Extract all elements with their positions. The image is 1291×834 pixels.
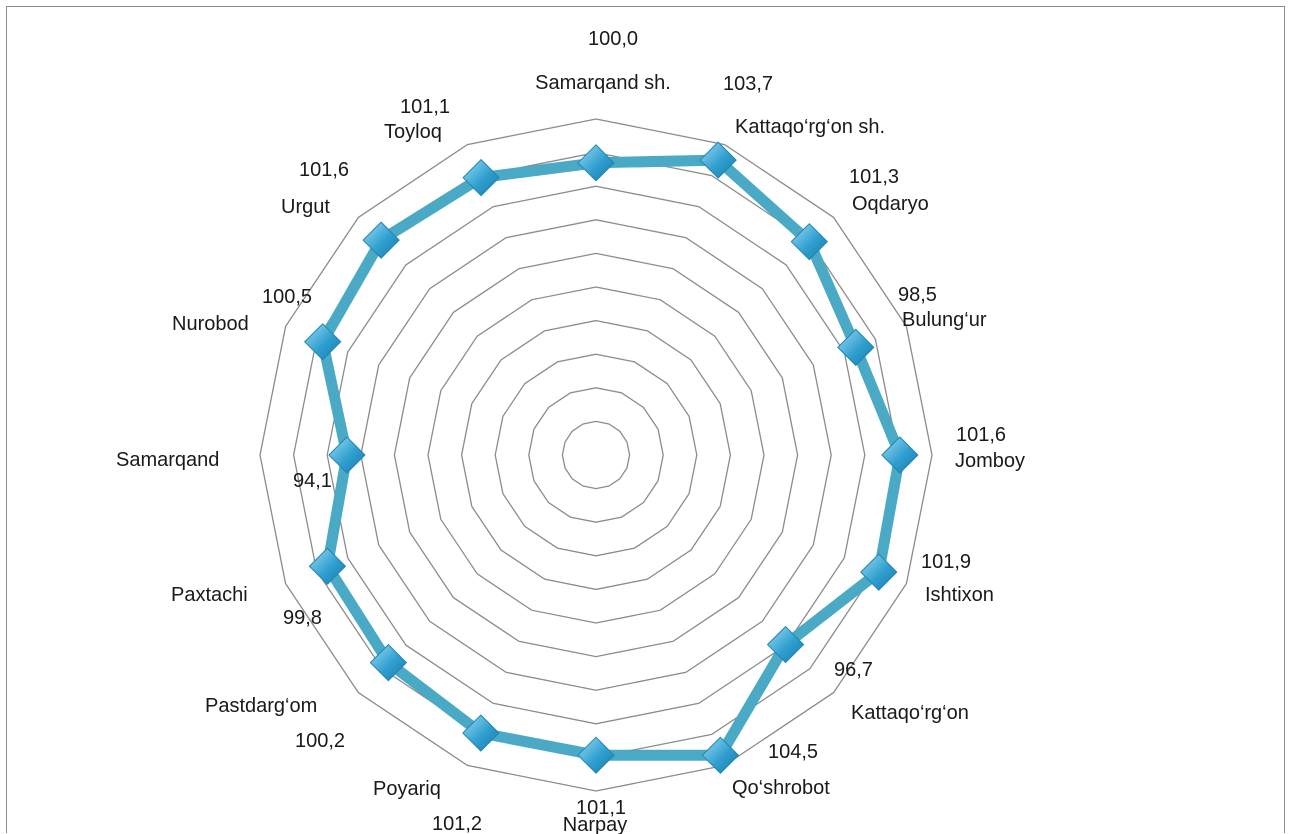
radar-chart: Samarqand sh. 100,0 Kattaqo‘rg‘on sh. 103,7… bbox=[116, 28, 1025, 834]
grid-ring-1 bbox=[561, 420, 631, 490]
data-label-10: 101,2 bbox=[432, 813, 482, 834]
category-label-13: Samarqand bbox=[116, 449, 219, 471]
data-label-2: 103,7 bbox=[723, 73, 773, 95]
data-point-3 bbox=[790, 222, 829, 261]
data-point-15 bbox=[362, 221, 400, 259]
data-label-8: 104,5 bbox=[768, 741, 818, 763]
category-label-1: Samarqand sh. bbox=[535, 72, 671, 94]
chart-frame: Samarqand sh. 100,0 Kattaqo‘rg‘on sh. 103,7… bbox=[6, 6, 1285, 834]
category-label-2: Kattaqo‘rg‘on sh. bbox=[735, 116, 885, 138]
category-label-12: Paxtachi bbox=[171, 584, 248, 606]
data-label-5: 101,6 bbox=[956, 424, 1006, 446]
data-label-16: 101,1 bbox=[400, 96, 450, 118]
data-label-14: 100,5 bbox=[262, 286, 312, 308]
data-point-2 bbox=[699, 141, 737, 179]
data-label-7: 96,7 bbox=[834, 659, 873, 681]
data-point-16 bbox=[462, 158, 500, 197]
category-label-9: Narpay bbox=[563, 814, 627, 834]
data-point-4 bbox=[837, 328, 875, 367]
grid-ring-7 bbox=[360, 219, 832, 691]
category-label-15: Urgut bbox=[281, 196, 330, 218]
data-label-13: 94,1 bbox=[293, 470, 332, 492]
radar-labels: Samarqand sh. 100,0 Kattaqo‘rg‘on sh. 103,7… bbox=[116, 28, 1025, 834]
data-label-11: 100,2 bbox=[295, 730, 345, 752]
category-label-10: Poyariq bbox=[373, 778, 441, 800]
data-point-9 bbox=[577, 736, 615, 774]
data-point-13 bbox=[328, 436, 366, 474]
category-label-6: Ishtixon bbox=[925, 584, 994, 606]
data-label-3: 101,3 bbox=[849, 166, 899, 188]
radar-series bbox=[303, 141, 919, 775]
data-point-5 bbox=[881, 436, 919, 474]
grid-ring-10 bbox=[259, 118, 933, 792]
data-label-12: 99,8 bbox=[283, 607, 322, 629]
category-label-5: Jomboy bbox=[955, 450, 1025, 472]
category-label-14: Nurobod bbox=[172, 313, 249, 335]
grid-ring-3 bbox=[494, 353, 698, 557]
category-label-3: Oqdaryo bbox=[852, 193, 929, 215]
data-point-6 bbox=[860, 553, 898, 591]
category-label-16: Toyloq bbox=[384, 121, 442, 143]
data-label-15: 101,6 bbox=[299, 159, 349, 181]
data-point-11 bbox=[369, 643, 408, 682]
category-label-11: Pastdarg‘om bbox=[205, 695, 317, 717]
data-point-14 bbox=[303, 323, 342, 361]
data-label-9: 101,1 bbox=[576, 797, 626, 819]
data-point-10 bbox=[462, 714, 500, 752]
data-point-7 bbox=[766, 625, 805, 664]
data-label-1: 100,0 bbox=[588, 28, 638, 50]
grid-ring-8 bbox=[326, 185, 866, 725]
grid-ring-6 bbox=[393, 252, 799, 658]
category-label-7: Kattaqo‘rg‘on bbox=[851, 702, 969, 724]
grid-ring-2 bbox=[528, 387, 664, 523]
grid-ring-4 bbox=[460, 319, 732, 591]
category-label-8: Qo‘shrobot bbox=[732, 777, 830, 799]
grid-ring-5 bbox=[427, 286, 765, 624]
data-point-8 bbox=[701, 736, 740, 775]
data-label-6: 101,9 bbox=[921, 551, 971, 573]
data-point-12 bbox=[308, 547, 347, 585]
data-label-4: 98,5 bbox=[898, 284, 937, 306]
category-label-4: Bulung‘ur bbox=[902, 309, 987, 331]
data-point-1 bbox=[577, 144, 615, 182]
